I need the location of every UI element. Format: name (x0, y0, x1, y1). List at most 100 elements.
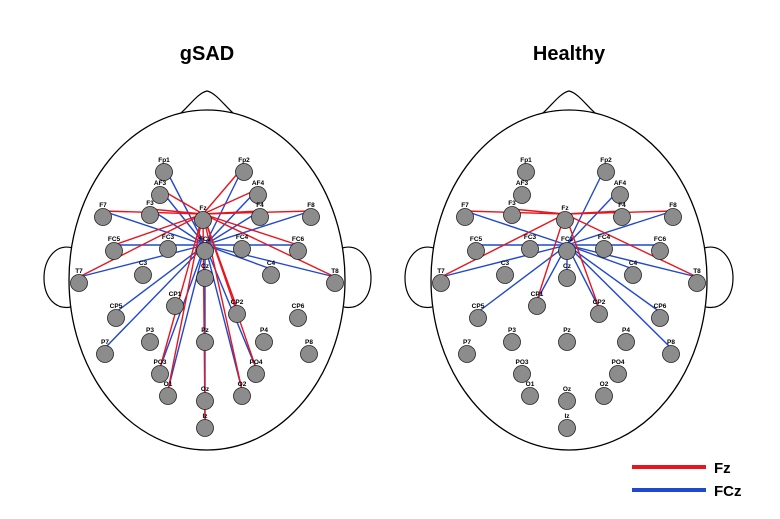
gsad-title: gSAD (180, 43, 234, 65)
connection-fcz-t7 (440, 244, 568, 278)
electrode-label-c3: C3 (139, 260, 148, 267)
connection-fz-t7 (440, 213, 566, 278)
electrode-cp5 (107, 309, 125, 327)
right-ear (703, 246, 734, 308)
electrode-label-p3: P3 (146, 327, 154, 334)
electrode-fcz (558, 242, 576, 260)
electrode-label-fcz: FCz (561, 236, 574, 243)
electrode-cp1 (166, 297, 184, 315)
electrode-label-c3: C3 (501, 260, 510, 267)
electrode-po4 (609, 365, 627, 383)
electrode-fcz (196, 242, 214, 260)
legend-fz-label: Fz (714, 460, 731, 477)
electrode-label-p7: P7 (101, 339, 109, 346)
electrode-label-cp1: CP1 (531, 291, 544, 298)
electrode-t8 (688, 274, 706, 292)
electrode-label-f4: F4 (256, 202, 264, 209)
electrode-label-f8: F8 (669, 202, 677, 209)
connection-fcz-fp2 (204, 165, 245, 246)
electrode-cp2 (228, 305, 246, 323)
connection-fcz-cp5 (115, 244, 206, 313)
legend-fcz-label: FCz (714, 483, 742, 500)
connection-fcz-f7 (102, 210, 206, 246)
electrode-label-cp2: CP2 (231, 299, 244, 306)
electrode-o2 (595, 387, 613, 405)
electrode-label-t7: T7 (437, 268, 445, 275)
electrode-label-c4: C4 (629, 260, 638, 267)
electrode-fc5 (105, 242, 123, 260)
electrode-label-cp5: CP5 (472, 303, 485, 310)
electrode-label-fp2: Fp2 (238, 157, 250, 164)
connection-fz-t7 (78, 213, 204, 278)
electrode-label-fc3: FC3 (162, 234, 175, 241)
left-ear (404, 246, 435, 308)
electrode-label-fz: Fz (199, 205, 207, 212)
electrode-fc6 (651, 242, 669, 260)
electrode-label-af4: AF4 (614, 180, 627, 187)
connection-fz-po4 (202, 213, 257, 369)
electrode-p7 (458, 345, 476, 363)
electrode-t7 (432, 274, 450, 292)
electrode-cp6 (651, 309, 669, 327)
gsad-electrodes: Fp1 Fp2 AF3 AF4 F7 F3 Fz F4 F8 FC5 FC3 FCz FC4 FC6 T7 C… (70, 157, 344, 437)
electrode-label-af3: AF3 (516, 180, 529, 187)
connection-fcz-t7 (78, 244, 206, 278)
connection-fcz-cp5 (477, 244, 568, 313)
connection-fz-f3 (511, 208, 566, 215)
electrode-label-fc5: FC5 (470, 236, 483, 243)
electrode-f3 (503, 206, 521, 224)
electrode-label-p4: P4 (622, 327, 630, 334)
electrode-o1 (159, 387, 177, 405)
electrode-label-f3: F3 (508, 200, 516, 207)
electrode-label-c4: C4 (267, 260, 276, 267)
electrode-fc4 (233, 240, 251, 258)
connection-fcz-o2 (204, 244, 243, 391)
electrode-label-t8: T8 (331, 268, 339, 275)
electrode-label-pz: Pz (201, 327, 209, 334)
electrode-fc3 (159, 240, 177, 258)
connection-fz-fc5 (113, 213, 204, 246)
electrode-o2 (233, 387, 251, 405)
connection-fz-cp1 (536, 213, 566, 301)
electrode-label-p3: P3 (508, 327, 516, 334)
connection-fcz-t8 (204, 244, 336, 278)
electrode-label-cp6: CP6 (292, 303, 305, 310)
electrode-po3 (151, 365, 169, 383)
electrode-label-fc4: FC4 (236, 234, 249, 241)
electrode-label-cp1: CP1 (169, 291, 182, 298)
healthy-title: Healthy (533, 43, 606, 65)
connection-fcz-cp6 (566, 244, 661, 313)
electrode-iz (196, 419, 214, 437)
electrode-label-fc3: FC3 (524, 234, 537, 241)
electrode-label-iz: Iz (202, 413, 208, 420)
gsad-connections (78, 165, 336, 423)
electrode-c3 (134, 266, 152, 284)
electrode-label-po3: PO3 (153, 359, 166, 366)
electrode-fz (556, 211, 574, 229)
connection-fcz-p7 (104, 244, 206, 349)
connection-fcz-t8 (566, 244, 698, 278)
electrode-label-af4: AF4 (252, 180, 265, 187)
electrode-f4 (251, 208, 269, 226)
connection-fcz-af4 (204, 188, 259, 246)
electrode-f8 (302, 208, 320, 226)
electrode-fc5 (467, 242, 485, 260)
electrode-label-fcz: FCz (199, 236, 212, 243)
electrode-po3 (513, 365, 531, 383)
electrode-p7 (96, 345, 114, 363)
electrode-f7 (94, 208, 112, 226)
electrode-cp5 (469, 309, 487, 327)
electrode-f4 (613, 208, 631, 226)
electrode-c4 (262, 266, 280, 284)
electrode-label-f8: F8 (307, 202, 315, 209)
electrode-label-af3: AF3 (154, 180, 167, 187)
connection-fz-po3 (159, 213, 204, 369)
electrode-fz (194, 211, 212, 229)
electrode-label-o1: O1 (526, 381, 535, 388)
electrode-label-cz: Cz (201, 263, 210, 270)
electrode-label-fp1: Fp1 (158, 157, 170, 164)
electrode-label-fz: Fz (561, 205, 569, 212)
electrode-p8 (300, 345, 318, 363)
